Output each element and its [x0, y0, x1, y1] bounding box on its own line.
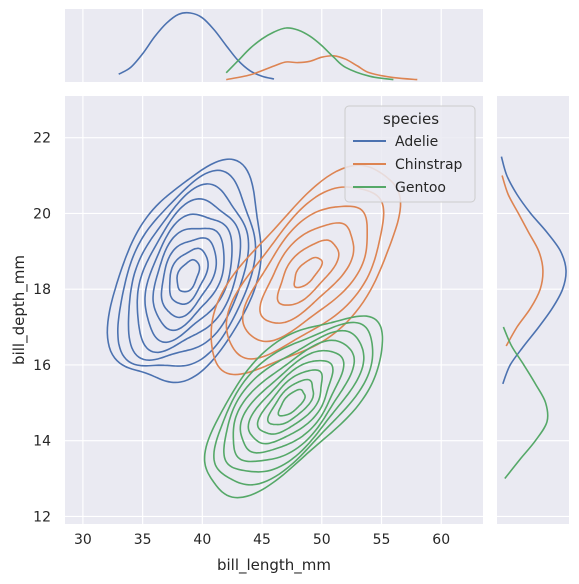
contour-gentoo-level-1 — [277, 388, 306, 417]
marginal-kde-curves — [118, 11, 567, 480]
marginal-x-gentoo — [225, 27, 394, 81]
contour-adelie-level-4 — [152, 227, 225, 332]
contour-chinstrap-level-3 — [259, 222, 355, 324]
marginal-y-adelie — [500, 156, 567, 385]
x-tick-label: 60 — [432, 532, 450, 548]
x-tick-label: 55 — [373, 532, 391, 548]
marginal-y-chinstrap — [501, 175, 544, 347]
contour-chinstrap-level-1 — [293, 256, 324, 289]
marginal-x-chinstrap — [226, 54, 418, 81]
contour-gentoo-level-3 — [256, 369, 323, 435]
x-tick-label: 50 — [313, 532, 331, 548]
contour-gentoo-level-9 — [203, 315, 384, 499]
x-axis-label: bill_length_mm — [217, 556, 331, 575]
contour-chinstrap-level-4 — [241, 205, 369, 343]
contour-gentoo-level-8 — [213, 321, 374, 486]
x-tick-label: 45 — [253, 532, 271, 548]
tick-labels: 30 35 40 45 50 55 60 12 14 16 18 20 22 — [33, 131, 450, 548]
contour-gentoo-level-4 — [247, 359, 334, 445]
legend-label-gentoo: Gentoo — [395, 180, 446, 196]
y-tick-label: 14 — [33, 434, 51, 450]
contour-adelie-level-6 — [136, 197, 242, 354]
x-tick-label: 30 — [74, 532, 92, 548]
top-marginal-area — [65, 9, 483, 82]
contour-chinstrap-level-2 — [276, 239, 340, 306]
y-tick-label: 22 — [33, 131, 51, 147]
contour-adelie-level-1 — [176, 258, 201, 293]
contour-adelie-level-8 — [116, 169, 257, 367]
y-axis-label: bill_depth_mm — [10, 255, 29, 365]
contour-adelie-level-7 — [127, 183, 250, 362]
y-tick-label: 18 — [33, 282, 51, 298]
y-tick-label: 20 — [33, 206, 51, 222]
kde-contours — [106, 158, 402, 499]
x-tick-label: 35 — [134, 532, 152, 548]
contour-gentoo-level-7 — [223, 329, 365, 473]
marginal-y-gentoo — [502, 326, 549, 480]
legend-title: species — [383, 110, 439, 128]
right-marginal-area — [497, 96, 569, 524]
contour-gentoo-level-5 — [239, 349, 345, 454]
marginal-x-adelie — [118, 11, 275, 80]
contour-gentoo-level-6 — [232, 339, 356, 463]
contour-adelie-level-9 — [106, 158, 263, 384]
y-tick-label: 12 — [33, 509, 51, 525]
legend-label-adelie: Adelie — [395, 134, 438, 150]
y-tick-label: 16 — [33, 358, 51, 374]
contour-adelie-level-5 — [144, 213, 233, 344]
legend: species Adelie Chinstrap Gentoo — [344, 105, 476, 203]
x-tick-label: 40 — [193, 532, 211, 548]
contour-gentoo-level-2 — [266, 378, 315, 426]
contour-adelie-level-3 — [160, 237, 218, 319]
legend-box — [344, 105, 476, 203]
contour-adelie-level-2 — [168, 247, 209, 306]
legend-label-chinstrap: Chinstrap — [395, 157, 463, 173]
